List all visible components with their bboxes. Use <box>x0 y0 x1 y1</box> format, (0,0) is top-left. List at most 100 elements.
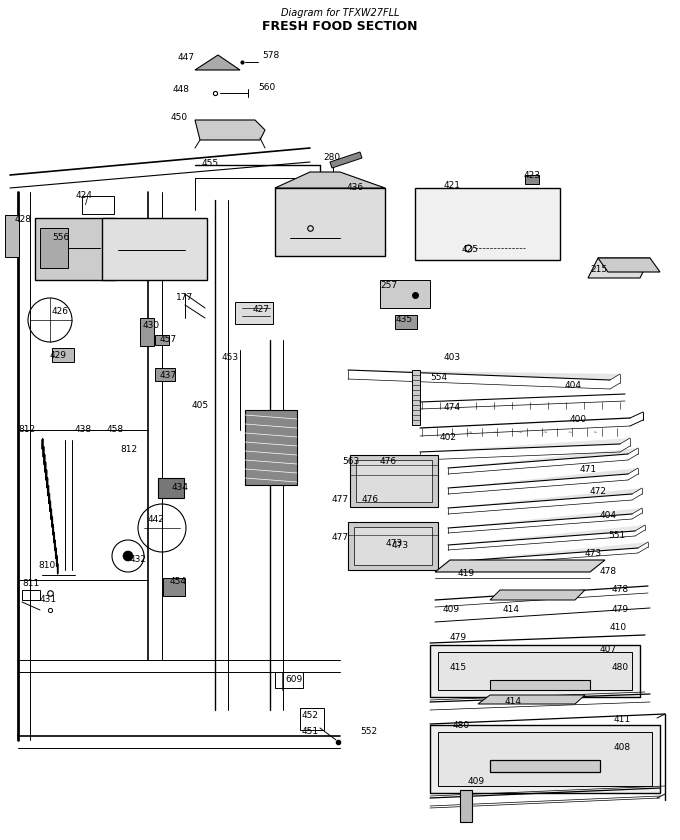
Text: 476: 476 <box>362 496 379 505</box>
Text: 409: 409 <box>443 606 460 615</box>
Text: 480: 480 <box>453 721 470 729</box>
Polygon shape <box>478 695 585 704</box>
Text: 477: 477 <box>332 533 349 543</box>
Text: 432: 432 <box>130 555 147 564</box>
Bar <box>356 460 432 502</box>
Text: 407: 407 <box>600 645 617 654</box>
Bar <box>5 215 19 257</box>
Text: 448: 448 <box>173 86 190 94</box>
Text: 812: 812 <box>120 445 137 454</box>
Text: 426: 426 <box>52 307 69 317</box>
Polygon shape <box>448 488 642 508</box>
Text: 478: 478 <box>612 585 629 595</box>
Polygon shape <box>420 438 630 452</box>
Text: 424: 424 <box>76 192 93 201</box>
Text: 479: 479 <box>612 606 629 615</box>
Text: 421: 421 <box>444 181 461 190</box>
Bar <box>490 760 600 772</box>
Bar <box>40 228 68 268</box>
Text: 404: 404 <box>565 381 582 390</box>
Bar <box>102 218 207 280</box>
Bar <box>395 315 417 329</box>
Polygon shape <box>598 258 660 272</box>
Text: 480: 480 <box>612 664 629 673</box>
Polygon shape <box>448 508 642 528</box>
Text: 403: 403 <box>444 354 461 363</box>
Polygon shape <box>448 448 638 468</box>
Text: 177: 177 <box>176 293 193 302</box>
Text: 458: 458 <box>107 426 124 434</box>
Text: 408: 408 <box>614 743 631 753</box>
Bar <box>35 218 115 280</box>
Text: $\sim$: $\sim$ <box>566 429 573 434</box>
Text: 812: 812 <box>18 426 35 434</box>
Text: 409: 409 <box>468 778 485 786</box>
Bar <box>158 478 184 498</box>
Text: 472: 472 <box>590 487 607 496</box>
Text: 556: 556 <box>52 233 69 242</box>
Bar <box>348 522 438 570</box>
Text: 454: 454 <box>170 578 187 586</box>
Bar <box>235 302 273 324</box>
Bar <box>460 790 472 822</box>
Polygon shape <box>588 258 650 278</box>
Text: 450: 450 <box>171 113 188 123</box>
Text: 438: 438 <box>75 426 92 434</box>
Text: 810: 810 <box>38 560 55 570</box>
Text: 455: 455 <box>202 159 219 167</box>
Text: /: / <box>85 196 88 206</box>
Bar <box>275 188 385 256</box>
Polygon shape <box>490 590 585 600</box>
Text: 560: 560 <box>258 83 275 92</box>
Polygon shape <box>195 120 265 140</box>
Bar <box>300 708 324 730</box>
Text: FRESH FOOD SECTION: FRESH FOOD SECTION <box>262 20 418 33</box>
Text: 410: 410 <box>610 623 627 633</box>
Text: 425: 425 <box>462 245 479 255</box>
Polygon shape <box>448 542 648 562</box>
Text: 474: 474 <box>444 403 461 412</box>
Text: 423: 423 <box>524 171 541 180</box>
Text: 578: 578 <box>262 50 279 60</box>
Bar <box>354 527 432 565</box>
Text: $\sim$: $\sim$ <box>592 429 598 434</box>
Text: $\sim$: $\sim$ <box>516 429 524 434</box>
Text: 257: 257 <box>380 281 397 290</box>
Bar <box>415 188 560 260</box>
Text: 411: 411 <box>614 716 631 724</box>
Text: 215: 215 <box>590 265 607 275</box>
Text: 436: 436 <box>347 183 364 192</box>
Bar <box>438 652 632 690</box>
Text: 442: 442 <box>148 516 165 524</box>
Text: 429: 429 <box>50 351 67 360</box>
Bar <box>438 732 652 786</box>
Polygon shape <box>435 560 605 572</box>
Bar <box>525 175 539 184</box>
Polygon shape <box>348 370 620 380</box>
Text: 414: 414 <box>503 606 520 615</box>
Text: $\sim$: $\sim$ <box>466 429 473 434</box>
Text: 471: 471 <box>580 465 597 475</box>
Bar <box>275 672 303 688</box>
Circle shape <box>123 551 133 561</box>
Polygon shape <box>195 55 240 70</box>
Text: 473: 473 <box>585 549 602 559</box>
Polygon shape <box>448 468 638 488</box>
Bar <box>412 370 420 425</box>
Text: 430: 430 <box>143 321 160 329</box>
Bar <box>22 590 40 600</box>
Bar <box>430 725 660 793</box>
Polygon shape <box>275 172 385 188</box>
Text: 551: 551 <box>608 531 625 539</box>
Text: 477: 477 <box>332 496 349 505</box>
Bar <box>490 680 590 690</box>
Bar <box>350 455 438 507</box>
Text: 457: 457 <box>160 335 177 344</box>
Text: 405: 405 <box>192 401 209 409</box>
Text: 452: 452 <box>302 711 319 720</box>
Bar <box>155 368 175 381</box>
Text: $\sim$: $\sim$ <box>492 429 498 434</box>
Text: 419: 419 <box>458 570 475 579</box>
Text: 447: 447 <box>178 54 195 62</box>
Bar <box>82 196 114 214</box>
